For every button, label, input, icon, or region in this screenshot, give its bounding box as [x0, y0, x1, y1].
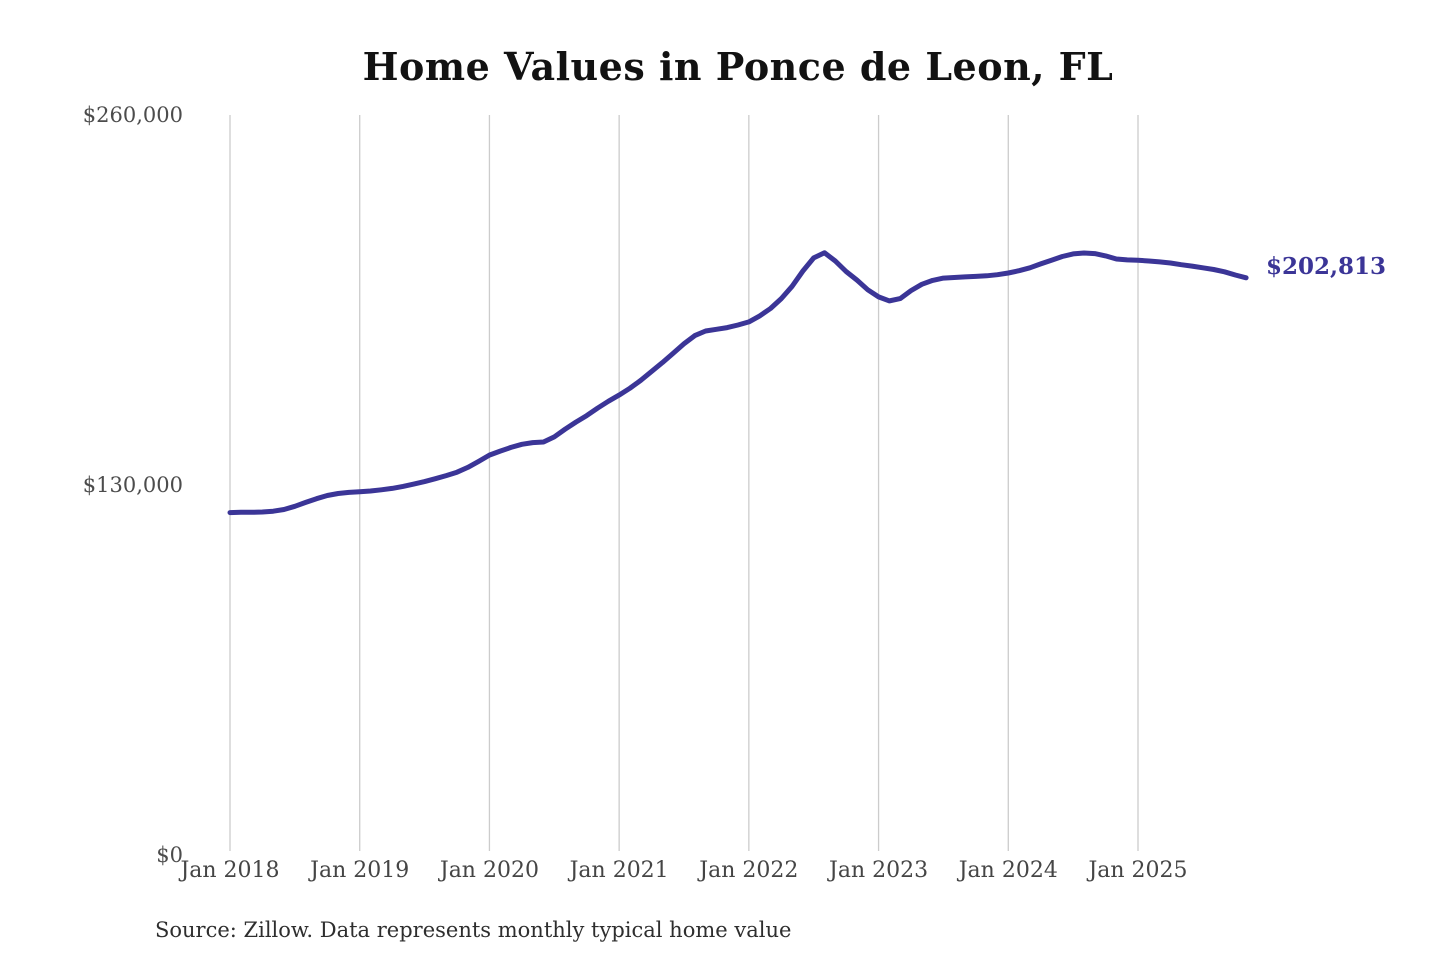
x-axis-tick-jan-2022: Jan 2022 — [699, 858, 799, 883]
latest-value-label: $202,813 — [1266, 253, 1387, 280]
home-value-line — [227, 250, 1249, 516]
x-axis-tick-jan-2018: Jan 2018 — [180, 858, 280, 883]
x-axis-tick-jan-2024: Jan 2024 — [958, 858, 1058, 883]
x-axis-tick-jan-2023: Jan 2023 — [829, 858, 929, 883]
vertical-gridlines — [229, 115, 1139, 851]
y-axis-tick-0: $0 — [156, 843, 183, 867]
x-axis-tick-jan-2025: Jan 2025 — [1088, 858, 1188, 883]
x-axis-tick-jan-2021: Jan 2021 — [569, 858, 669, 883]
x-axis-tick-jan-2020: Jan 2020 — [439, 858, 539, 883]
source-note: Source: Zillow. Data represents monthly … — [155, 918, 792, 942]
chart-title: Home Values in Ponce de Leon, FL — [362, 44, 1114, 89]
x-axis-tick-jan-2019: Jan 2019 — [310, 858, 410, 883]
y-axis-tick-260000: $260,000 — [82, 103, 183, 127]
y-axis-tick-130000: $130,000 — [82, 473, 183, 497]
